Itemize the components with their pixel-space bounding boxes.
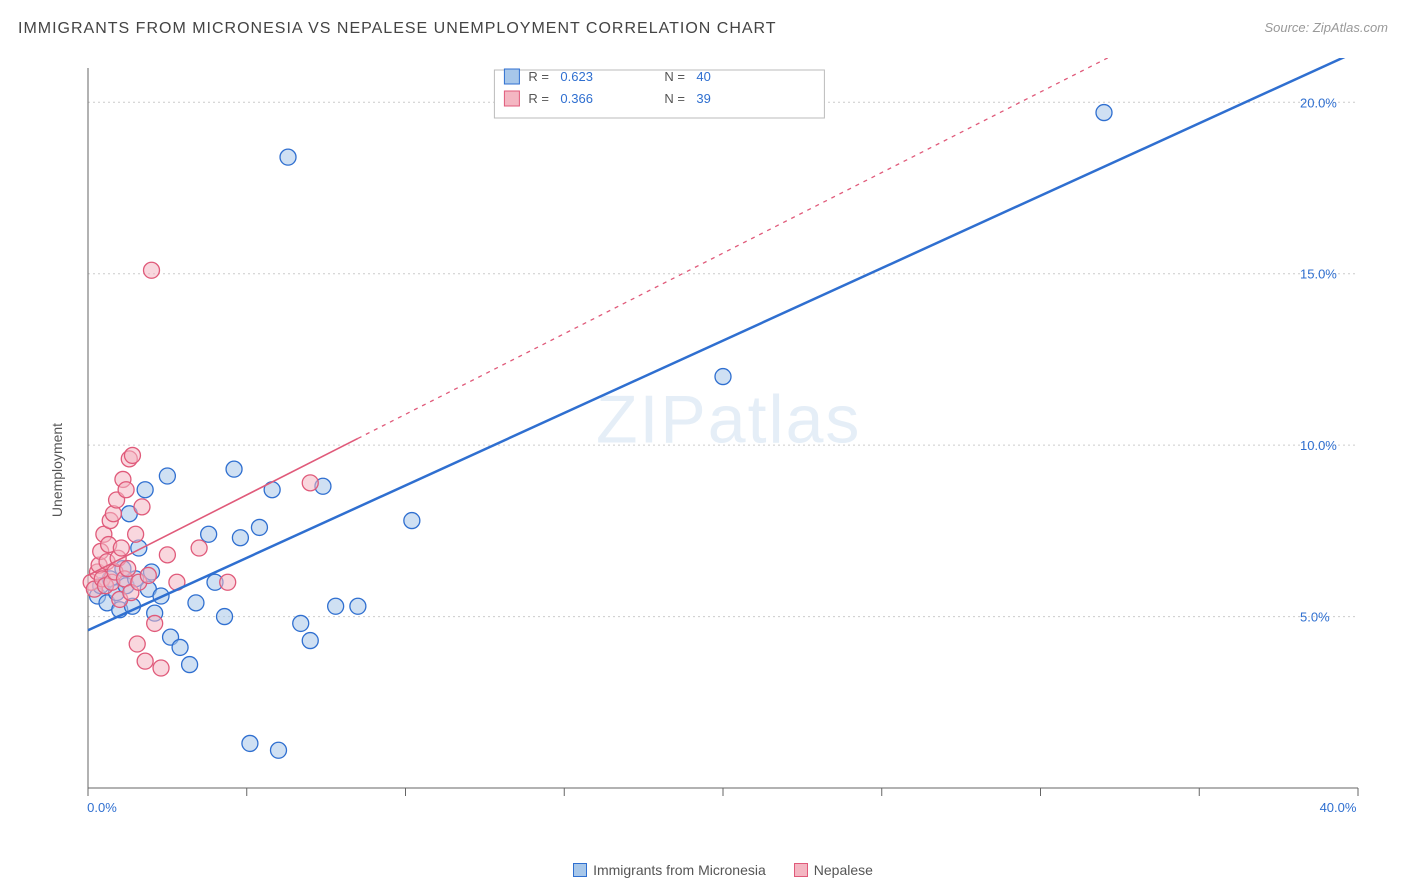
legend-r-value: 0.623 (560, 69, 593, 84)
legend-swatch-0 (504, 69, 519, 84)
chart-header: IMMIGRANTS FROM MICRONESIA VS NEPALESE U… (18, 20, 1388, 50)
watermark: ZIPatlas (596, 381, 861, 457)
y-tick-label: 10.0% (1300, 438, 1337, 453)
point-micronesia (251, 519, 267, 535)
point-micronesia (188, 595, 204, 611)
point-micronesia (201, 526, 217, 542)
chart-title: IMMIGRANTS FROM MICRONESIA VS NEPALESE U… (18, 20, 777, 37)
point-micronesia (404, 513, 420, 529)
point-nepalese (128, 526, 144, 542)
legend-r-label: R = (528, 69, 549, 84)
legend-n-value: 40 (696, 69, 710, 84)
point-micronesia (232, 530, 248, 546)
point-nepalese (129, 636, 145, 652)
point-nepalese (124, 447, 140, 463)
bottom-legend-item-1: Nepalese (794, 862, 873, 878)
point-nepalese (191, 540, 207, 556)
source-label: Source: ZipAtlas.com (1264, 20, 1388, 35)
point-nepalese (137, 653, 153, 669)
bottom-legend-label: Nepalese (814, 862, 873, 878)
legend-r-label: R = (528, 91, 549, 106)
legend-n-value: 39 (696, 91, 710, 106)
point-micronesia (137, 482, 153, 498)
legend-swatch-1 (504, 91, 519, 106)
x-tick-label: 40.0% (1320, 800, 1357, 815)
point-nepalese (159, 547, 175, 563)
point-micronesia (293, 615, 309, 631)
point-micronesia (328, 598, 344, 614)
point-nepalese (147, 615, 163, 631)
point-micronesia (172, 639, 188, 655)
scatter-plot: ZIPatlas 5.0% 10.0% 15.0% 20.0% 0.0% 40.0% R = 0… (58, 58, 1388, 838)
legend-r-value: 0.366 (560, 91, 593, 106)
bottom-legend-swatch (573, 863, 587, 877)
legend-n-label: N = (664, 91, 685, 106)
point-micronesia (159, 468, 175, 484)
point-micronesia (302, 633, 318, 649)
point-nepalese (302, 475, 318, 491)
point-nepalese (153, 660, 169, 676)
point-micronesia (242, 735, 258, 751)
point-nepalese (120, 561, 136, 577)
legend-n-label: N = (664, 69, 685, 84)
point-micronesia (226, 461, 242, 477)
y-tick-label: 15.0% (1300, 267, 1337, 282)
point-nepalese (144, 262, 160, 278)
point-micronesia (1096, 105, 1112, 121)
bottom-legend-label: Immigrants from Micronesia (593, 862, 766, 878)
point-nepalese (134, 499, 150, 515)
y-tick-label: 5.0% (1300, 610, 1330, 625)
bottom-legend-item-0: Immigrants from Micronesia (573, 862, 766, 878)
point-nepalese (118, 482, 134, 498)
bottom-legend-swatch (794, 863, 808, 877)
point-micronesia (271, 742, 287, 758)
bottom-legend: Immigrants from Micronesia Nepalese (58, 862, 1388, 878)
regression-line-0 (88, 58, 1358, 630)
point-micronesia (350, 598, 366, 614)
point-micronesia (715, 369, 731, 385)
point-nepalese (140, 567, 156, 583)
point-micronesia (182, 657, 198, 673)
point-nepalese (220, 574, 236, 590)
point-micronesia (280, 149, 296, 165)
x-tick-label: 0.0% (87, 800, 117, 815)
y-tick-label: 20.0% (1300, 95, 1337, 110)
point-nepalese (113, 540, 129, 556)
chart-area: Unemployment ZIPatlas5.0%10.0%15.0%20.0%… (18, 58, 1388, 882)
point-micronesia (217, 609, 233, 625)
